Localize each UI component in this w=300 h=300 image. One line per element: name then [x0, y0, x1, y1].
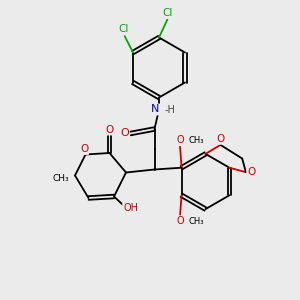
Text: CH₃: CH₃: [189, 217, 204, 226]
Text: N: N: [151, 104, 160, 115]
Text: O: O: [105, 124, 114, 135]
Text: O: O: [176, 216, 184, 226]
Text: O: O: [120, 128, 129, 139]
Text: O: O: [176, 135, 184, 145]
Text: Cl: Cl: [119, 24, 129, 34]
Text: O: O: [80, 144, 88, 154]
Text: O: O: [247, 167, 255, 177]
Text: Cl: Cl: [163, 8, 173, 18]
Text: -H: -H: [164, 105, 175, 116]
Text: O: O: [216, 134, 225, 144]
Text: CH₃: CH₃: [52, 174, 69, 183]
Text: CH₃: CH₃: [189, 136, 204, 145]
Text: OH: OH: [123, 203, 138, 213]
